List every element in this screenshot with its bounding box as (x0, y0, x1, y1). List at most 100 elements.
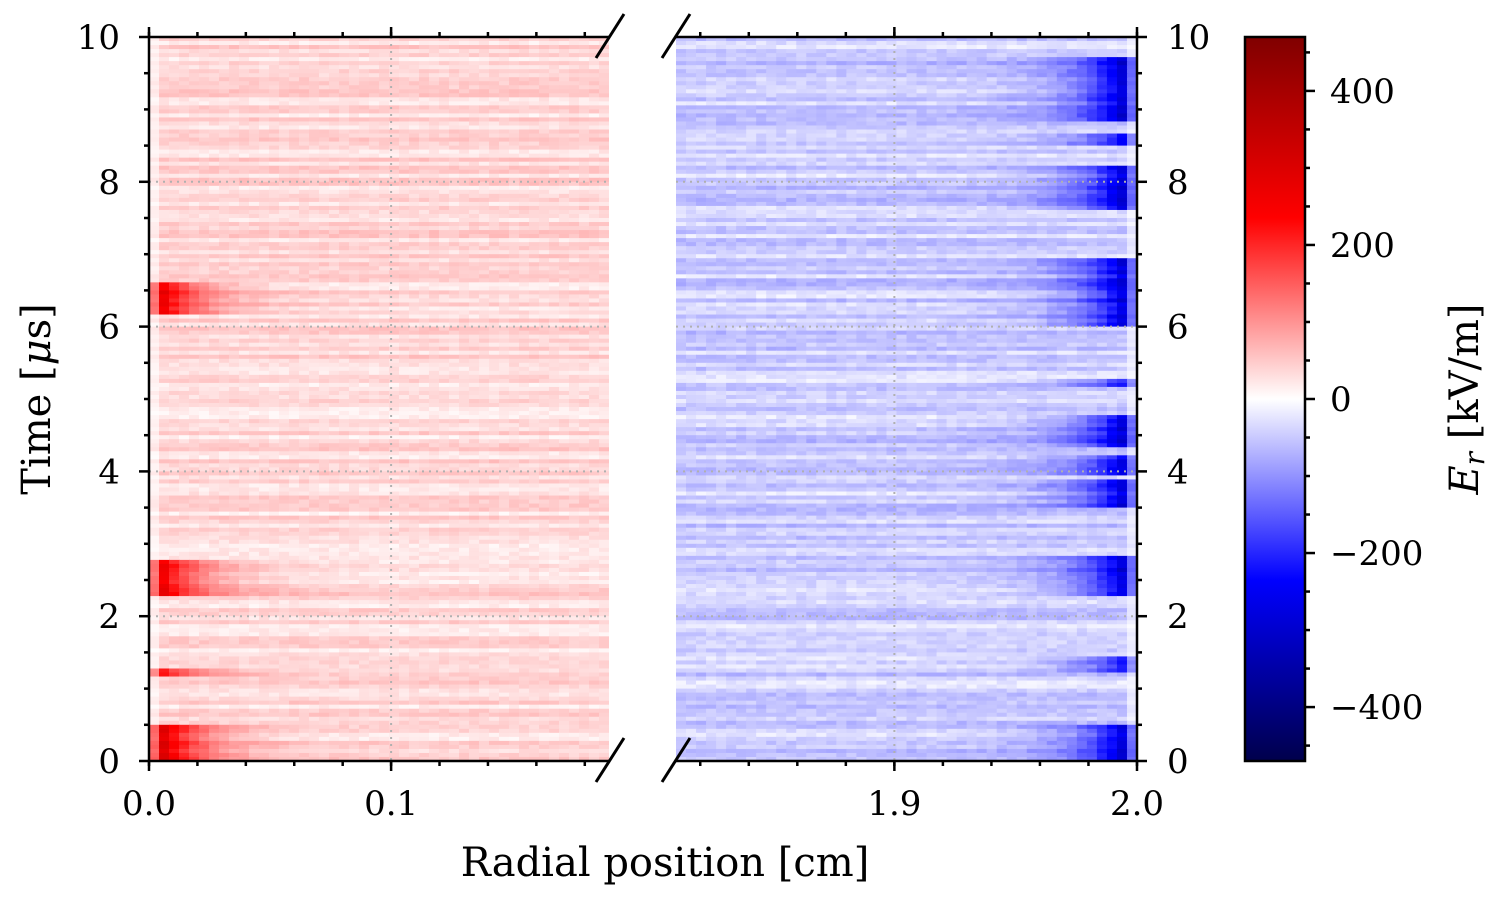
heatmap-cell (219, 322, 230, 328)
heatmap-cell (529, 306, 540, 312)
heatmap-cell (339, 338, 350, 344)
heatmap-cell (409, 411, 420, 416)
heatmap-cell (439, 354, 450, 360)
heatmap-cell (509, 378, 520, 384)
heatmap-cell (299, 121, 310, 127)
heatmap-cell (309, 141, 320, 147)
heatmap-cell (589, 415, 600, 420)
heatmap-cell (499, 129, 510, 135)
heatmap-cell (149, 89, 160, 94)
heatmap-cell (349, 193, 360, 199)
heatmap-cell (459, 374, 470, 380)
heatmap-cell (249, 447, 260, 452)
heatmap-cell (549, 290, 560, 296)
heatmap-cell (579, 378, 590, 384)
heatmap-cell (319, 230, 330, 235)
heatmap-cell (439, 201, 450, 207)
heatmap-cell (339, 117, 350, 123)
heatmap-cell (389, 161, 400, 167)
heatmap-cell (489, 322, 500, 328)
heatmap-cell (189, 145, 200, 151)
heatmap-cell (189, 149, 200, 155)
heatmap-cell (539, 354, 550, 360)
heatmap-cell (449, 101, 460, 106)
heatmap-cell (389, 234, 400, 239)
heatmap-cell (159, 45, 170, 50)
heatmap-cell (429, 238, 440, 243)
heatmap-cell (449, 342, 460, 348)
heatmap-cell (529, 262, 540, 267)
heatmap-cell (329, 117, 340, 123)
heatmap-cell (189, 81, 200, 86)
heatmap-cell (529, 93, 540, 98)
heatmap-cell (509, 459, 520, 464)
heatmap-cell (419, 435, 430, 440)
heatmap-cell (379, 189, 390, 195)
heatmap-cell (439, 213, 450, 219)
heatmap-cell (149, 137, 160, 143)
heatmap-cell (429, 394, 440, 400)
heatmap-cell (379, 455, 390, 460)
heatmap-cell (199, 193, 210, 199)
heatmap-cell (409, 427, 420, 432)
heatmap-cell (359, 298, 370, 304)
heatmap-cell (579, 330, 590, 336)
heatmap-cell (399, 250, 410, 255)
heatmap-cell (489, 266, 500, 271)
heatmap-cell (259, 213, 270, 219)
heatmap-cell (439, 338, 450, 344)
heatmap-cell (379, 89, 390, 94)
heatmap-cell (429, 177, 440, 183)
heatmap-cell (249, 201, 260, 207)
heatmap-cell (209, 53, 220, 58)
heatmap-cell (159, 471, 170, 477)
heatmap-cell (449, 314, 460, 320)
heatmap-cell (449, 169, 460, 175)
heatmap-cell (189, 394, 200, 400)
heatmap-cell (469, 226, 480, 231)
heatmap-cell (409, 57, 420, 62)
heatmap-cell (249, 314, 260, 320)
heatmap-cell (299, 342, 310, 348)
heatmap-cell (389, 286, 400, 291)
heatmap-cell (389, 101, 400, 106)
heatmap-cell (309, 370, 320, 376)
heatmap-cell (329, 153, 340, 159)
heatmap-cell (359, 403, 370, 408)
heatmap-cell (339, 334, 350, 340)
heatmap-cell (389, 471, 400, 477)
heatmap-cell (539, 77, 550, 82)
heatmap-cell (149, 53, 160, 58)
heatmap-cell (539, 342, 550, 348)
heatmap-cell (399, 149, 410, 155)
heatmap-cell (509, 338, 520, 344)
heatmap-cell (289, 451, 300, 456)
heatmap-cell (419, 471, 430, 477)
heatmap-cell (449, 399, 460, 404)
heatmap-cell (479, 201, 490, 207)
heatmap-cell (149, 250, 160, 255)
heatmap-cell (329, 77, 340, 82)
heatmap-cell (509, 218, 520, 223)
heatmap-cell (199, 145, 210, 151)
heatmap-cell (229, 362, 240, 368)
heatmap-cell (599, 157, 609, 163)
heatmap-cell (569, 270, 580, 275)
heatmap-cell (219, 85, 230, 90)
heatmap-cell (229, 41, 240, 46)
heatmap-cell (189, 105, 200, 110)
heatmap-cell (529, 226, 540, 231)
heatmap-cell (229, 286, 240, 291)
heatmap-cell (439, 73, 450, 78)
heatmap-cell (409, 286, 420, 291)
heatmap-cell (359, 322, 370, 328)
heatmap-cell (209, 246, 220, 251)
heatmap-cell (289, 205, 300, 211)
heatmap-cell (319, 153, 330, 159)
heatmap-cell (499, 318, 510, 324)
heatmap-cell (439, 153, 450, 159)
heatmap-cell (319, 209, 330, 215)
heatmap-cell (439, 53, 450, 58)
heatmap-cell (429, 459, 440, 464)
heatmap-cell (409, 435, 420, 440)
